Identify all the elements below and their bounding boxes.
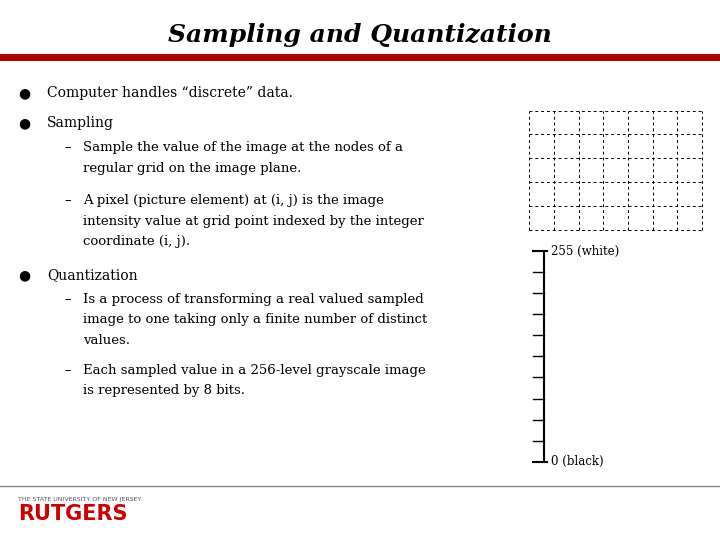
Text: ●: ● [18,268,30,282]
Text: Sample the value of the image at the nodes of a: Sample the value of the image at the nod… [83,141,402,154]
Text: Quantization: Quantization [47,268,138,282]
Text: Computer handles “discrete” data.: Computer handles “discrete” data. [47,86,292,100]
Text: ●: ● [18,116,30,130]
Text: THE STATE UNIVERSITY OF NEW JERSEY: THE STATE UNIVERSITY OF NEW JERSEY [18,497,141,502]
Text: 0 (black): 0 (black) [551,455,603,468]
Text: –: – [65,194,71,207]
Text: –: – [65,141,71,154]
Text: is represented by 8 bits.: is represented by 8 bits. [83,384,245,397]
Text: Each sampled value in a 256-level grayscale image: Each sampled value in a 256-level graysc… [83,364,426,377]
Text: values.: values. [83,334,130,347]
Text: regular grid on the image plane.: regular grid on the image plane. [83,162,301,175]
Text: –: – [65,364,71,377]
Text: ●: ● [18,86,30,100]
Text: RUTGERS: RUTGERS [18,504,127,524]
Text: A pixel (picture element) at (i, j) is the image: A pixel (picture element) at (i, j) is t… [83,194,384,207]
Text: Is a process of transforming a real valued sampled: Is a process of transforming a real valu… [83,293,423,306]
Text: –: – [65,293,71,306]
Text: Sampling: Sampling [47,116,114,130]
Text: coordinate (i, j).: coordinate (i, j). [83,235,190,248]
Text: intensity value at grid point indexed by the integer: intensity value at grid point indexed by… [83,215,423,228]
Text: Sampling and Quantization: Sampling and Quantization [168,23,552,47]
Text: 255 (white): 255 (white) [551,245,619,258]
Text: image to one taking only a finite number of distinct: image to one taking only a finite number… [83,313,427,326]
